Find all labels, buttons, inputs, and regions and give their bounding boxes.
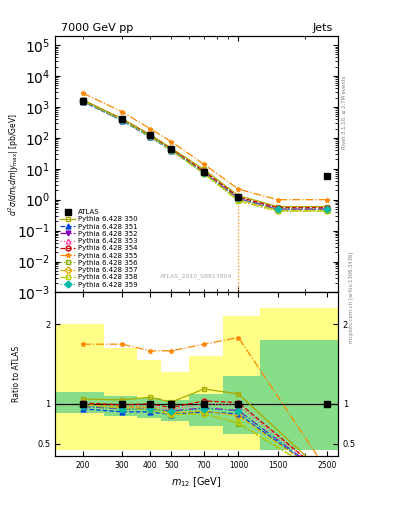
- Text: 7000 GeV pp: 7000 GeV pp: [61, 23, 133, 33]
- Legend: ATLAS, Pythia 6.428 350, Pythia 6.428 351, Pythia 6.428 352, Pythia 6.428 353, P: ATLAS, Pythia 6.428 350, Pythia 6.428 35…: [59, 208, 139, 289]
- Text: Rivet 3.1.10, ≥ 2.7M events: Rivet 3.1.10, ≥ 2.7M events: [342, 76, 346, 150]
- Text: mcplots.cern.ch [arXiv:1306.3436]: mcplots.cern.ch [arXiv:1306.3436]: [349, 251, 354, 343]
- Y-axis label: $d^2\sigma/dm_tdm|y_\mathrm{max}|$ [pb/GeV]: $d^2\sigma/dm_tdm|y_\mathrm{max}|$ [pb/G…: [7, 113, 21, 216]
- X-axis label: $m_{12}$ [GeV]: $m_{12}$ [GeV]: [171, 475, 222, 489]
- Text: ATLAS_2010_S8817804: ATLAS_2010_S8817804: [160, 273, 233, 279]
- Text: Jets: Jets: [312, 23, 332, 33]
- Y-axis label: Ratio to ATLAS: Ratio to ATLAS: [12, 346, 21, 402]
